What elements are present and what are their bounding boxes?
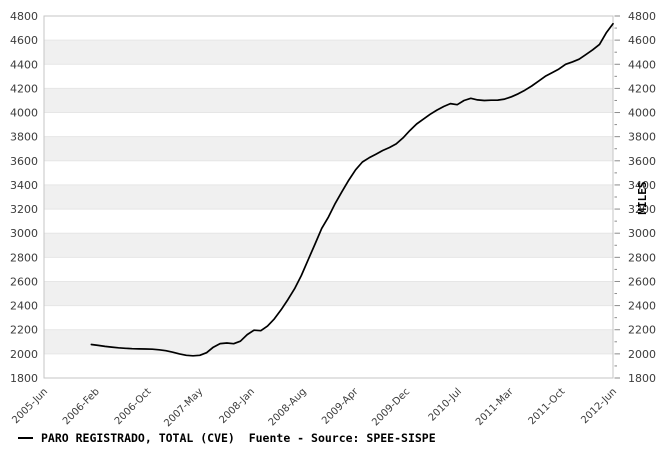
- plot-border: [43, 15, 614, 379]
- y-axis-label-left: 3000: [10, 227, 38, 240]
- grid-band: [44, 233, 613, 258]
- legend-label: PARO REGISTRADO, TOTAL (CVE) Fuente - So…: [41, 431, 436, 445]
- x-axis-labels: 2005-Jun 2006-Feb 2006-Oct 2007-May 2008-Jan…: [10, 386, 619, 430]
- y-axis-label-left: 4200: [10, 82, 38, 95]
- y-axis-label-left: 3800: [10, 131, 38, 144]
- y-axis-label-left: 2200: [10, 324, 38, 337]
- miles-axis-label: MILES: [636, 181, 649, 214]
- y-axis-label-right: 3800: [628, 131, 656, 144]
- y-axis-label-left: 2600: [10, 275, 38, 288]
- y-axis-label-left: 4400: [10, 58, 38, 71]
- y-axis-label-right: 4200: [628, 82, 656, 95]
- grid-band: [44, 329, 613, 354]
- y-axis-label-left: 4800: [10, 10, 38, 23]
- y-axis-label-left: 1800: [10, 372, 38, 385]
- y-axis-label-left: 3600: [10, 155, 38, 168]
- y-axis-label-right: 4400: [628, 58, 656, 71]
- x-tick-label: 2006-Feb: [61, 386, 102, 427]
- y-axis-label-right: 2400: [628, 300, 656, 313]
- legend: PARO REGISTRADO, TOTAL (CVE) Fuente - So…: [18, 431, 436, 445]
- x-tick-label: 2012-Jun: [579, 386, 619, 426]
- grid-band: [44, 40, 613, 65]
- y-axis-label-left: 3400: [10, 179, 38, 192]
- x-tick-label: 2009-Apr: [320, 386, 361, 427]
- y-axis-label-right: 2000: [628, 348, 656, 361]
- right-axis-ticks: [614, 15, 620, 379]
- x-tick-label: 2008-Aug: [267, 386, 309, 428]
- x-tick-label: 2005-Jun: [10, 386, 50, 426]
- y-axis-labels-left: 1800 2000 2200 2400 2600 2800 3000 3200 3400 3600…: [10, 10, 38, 385]
- x-tick-label: 2010-Jul: [427, 386, 464, 423]
- x-tick-label: 2006-Oct: [113, 386, 154, 427]
- y-axis-label-left: 4600: [10, 34, 38, 47]
- y-axis-label-right: 4600: [628, 34, 656, 47]
- legend-key-line: [18, 437, 33, 439]
- y-axis-label-right: 3400: [628, 179, 656, 192]
- grid-band: [44, 88, 613, 113]
- gridlines: [44, 15, 613, 379]
- y-axis-label-right: 2200: [628, 324, 656, 337]
- x-tick-label: 2008-Jan: [217, 386, 257, 426]
- x-tick-label: 2009-Dec: [370, 386, 412, 428]
- x-tick-label: 2011-Oct: [527, 386, 568, 427]
- y-axis-label-right: 4800: [628, 10, 656, 23]
- y-axis-label-right: 3600: [628, 155, 656, 168]
- x-tick-label: 2007-May: [162, 386, 205, 429]
- x-tick-label: 2011-Mar: [474, 386, 516, 428]
- series-line: [90, 22, 614, 357]
- y-axis-label-left: 4000: [10, 107, 38, 120]
- y-axis-label-right: 3200: [628, 203, 656, 216]
- grid-band: [44, 184, 613, 210]
- y-axis-label-left: 2000: [10, 348, 38, 361]
- y-axis-label-right: 4000: [628, 107, 656, 120]
- y-axis-labels-right: 1800 2000 2200 2400 2600 2800 3000 3200 3400 3600…: [628, 10, 656, 385]
- y-axis-label-right: 2600: [628, 275, 656, 288]
- grid-band: [44, 281, 613, 306]
- plot-border-rect: [43, 15, 614, 379]
- y-axis-label-left: 2400: [10, 300, 38, 313]
- background-bands: [44, 40, 613, 354]
- y-axis-label-right: 3000: [628, 227, 656, 240]
- y-axis-label-right: 2800: [628, 251, 656, 264]
- series-line-group: [90, 22, 614, 357]
- y-axis-label-left: 3200: [10, 203, 38, 216]
- y-axis-label-right: 1800: [628, 372, 656, 385]
- grid-band: [44, 136, 613, 161]
- y-axis-label-left: 2800: [10, 251, 38, 264]
